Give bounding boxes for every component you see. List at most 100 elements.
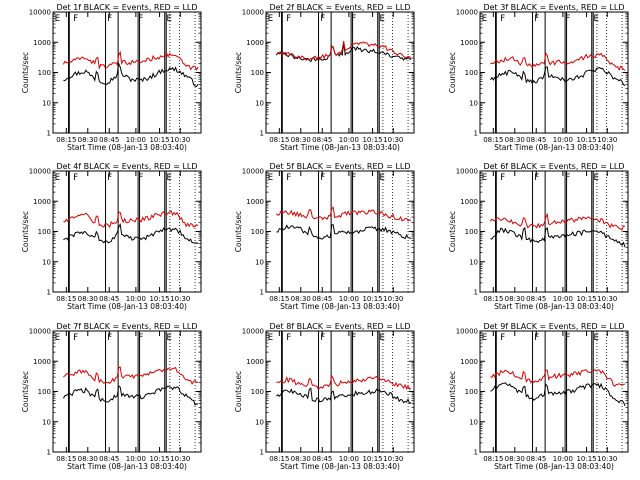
plot-frame [479, 330, 629, 453]
flag-letter: F [320, 173, 325, 183]
x-tick-label: 10:00 [126, 455, 146, 463]
flag-letter: E [482, 173, 487, 183]
x-axis-label: Start Time (08-Jan-13 08:03:40) [494, 302, 614, 311]
events-series-line [63, 223, 199, 245]
y-axis-label: Counts/sec [21, 52, 30, 93]
y-tick-label: 10000 [456, 168, 478, 176]
y-axis-label: Counts/sec [234, 371, 243, 412]
x-tick-label: 10:15 [362, 295, 382, 303]
y-tick-label: 10 [255, 99, 264, 107]
x-tick-label: 08:15 [269, 136, 289, 144]
x-tick-label: 10:30 [597, 295, 617, 303]
y-tick-label: 10 [469, 418, 478, 426]
flag-letter: F [107, 14, 112, 24]
x-tick-label: 10:30 [383, 136, 403, 144]
events-series-line [276, 387, 412, 405]
y-tick-label: 1 [260, 449, 264, 457]
flag-letter: F [320, 14, 325, 24]
y-tick-label: 1000 [246, 198, 264, 206]
flag-letter: F [534, 14, 539, 24]
lld-series-line [489, 212, 626, 231]
events-series-line [276, 224, 412, 240]
y-tick-label: 1000 [33, 358, 51, 366]
x-tick-label: 08:30 [78, 136, 98, 144]
flag-letter: E [593, 14, 598, 24]
events-series-line [275, 43, 412, 63]
y-tick-label: 1 [474, 289, 478, 297]
y-tick-label: 10 [255, 258, 264, 266]
y-tick-label: 10000 [29, 9, 51, 17]
lld-series-line [490, 369, 626, 388]
panel-title: Det 6f BLACK = Events, RED = LLD [483, 162, 624, 171]
flag-letter: F [73, 333, 78, 343]
flag-letter: F [286, 173, 291, 183]
x-axis-label: Start Time (08-Jan-13 08:03:40) [280, 143, 400, 152]
x-tick-label: 10:15 [149, 455, 169, 463]
flag-letter: F [138, 14, 143, 24]
plot-frame [52, 330, 202, 453]
y-tick-label: 1000 [246, 358, 264, 366]
panel-title: Det 1f BLACK = Events, RED = LLD [56, 3, 197, 12]
flag-letter: E [166, 173, 171, 183]
y-tick-label: 1000 [460, 39, 478, 47]
x-tick-label: 08:45 [99, 295, 119, 303]
flag-letter: F [565, 333, 570, 343]
x-axis-label: Start Time (08-Jan-13 08:03:40) [494, 143, 614, 152]
y-axis-label: Counts/sec [21, 211, 30, 252]
y-tick-label: 100 [38, 69, 51, 77]
flag-letter: E [482, 333, 487, 343]
x-tick-label: 08:15 [483, 455, 503, 463]
flag-letter: F [534, 333, 539, 343]
y-tick-label: 1 [47, 130, 51, 138]
lld-series-line [490, 51, 626, 72]
x-tick-label: 08:30 [291, 295, 311, 303]
events-series-line [63, 61, 199, 88]
x-axis-label: Start Time (08-Jan-13 08:03:40) [494, 462, 614, 471]
x-tick-label: 08:15 [56, 295, 76, 303]
y-axis-label: Counts/sec [234, 211, 243, 252]
y-tick-label: 10000 [242, 9, 264, 17]
flag-letter: F [138, 333, 143, 343]
x-tick-label: 10:00 [126, 295, 146, 303]
flag-letter: E [55, 333, 60, 343]
flag-letter: E [379, 173, 384, 183]
flag-letter: F [138, 173, 143, 183]
y-axis-label: Counts/sec [448, 371, 457, 412]
flag-letter: F [500, 333, 505, 343]
flag-letter: E [166, 333, 171, 343]
panel-title: Det 9f BLACK = Events, RED = LLD [483, 322, 624, 331]
flag-letter: E [55, 173, 60, 183]
y-tick-label: 10 [255, 418, 264, 426]
lld-series-line [276, 206, 412, 222]
flag-letter: F [107, 333, 112, 343]
flag-letter: E [268, 173, 273, 183]
x-tick-label: 08:45 [312, 136, 332, 144]
flag-letter: E [379, 14, 384, 24]
flag-letter: E [268, 14, 273, 24]
x-axis-label: Start Time (08-Jan-13 08:03:40) [67, 462, 187, 471]
x-tick-label: 10:30 [383, 455, 403, 463]
y-tick-label: 10000 [29, 168, 51, 176]
plot-frame [479, 170, 629, 293]
y-tick-label: 1 [260, 130, 264, 138]
y-tick-label: 1 [474, 130, 478, 138]
x-tick-label: 08:30 [291, 136, 311, 144]
panel-title: Det 7f BLACK = Events, RED = LLD [56, 322, 197, 331]
y-tick-label: 10 [42, 258, 51, 266]
x-axis-label: Start Time (08-Jan-13 08:03:40) [67, 302, 187, 311]
flag-letter: F [73, 173, 78, 183]
y-tick-label: 1 [260, 289, 264, 297]
x-tick-label: 10:30 [170, 136, 190, 144]
x-tick-label: 08:45 [99, 455, 119, 463]
panel-title: Det 3f BLACK = Events, RED = LLD [483, 3, 624, 12]
x-tick-label: 08:45 [526, 295, 546, 303]
y-tick-label: 1000 [246, 39, 264, 47]
x-tick-label: 10:00 [553, 136, 573, 144]
flag-letter: F [565, 14, 570, 24]
flag-letter: F [565, 173, 570, 183]
flag-letter: F [320, 333, 325, 343]
flag-letter: F [534, 173, 539, 183]
x-tick-label: 08:30 [505, 295, 525, 303]
y-tick-label: 10 [469, 99, 478, 107]
x-tick-label: 10:15 [149, 136, 169, 144]
